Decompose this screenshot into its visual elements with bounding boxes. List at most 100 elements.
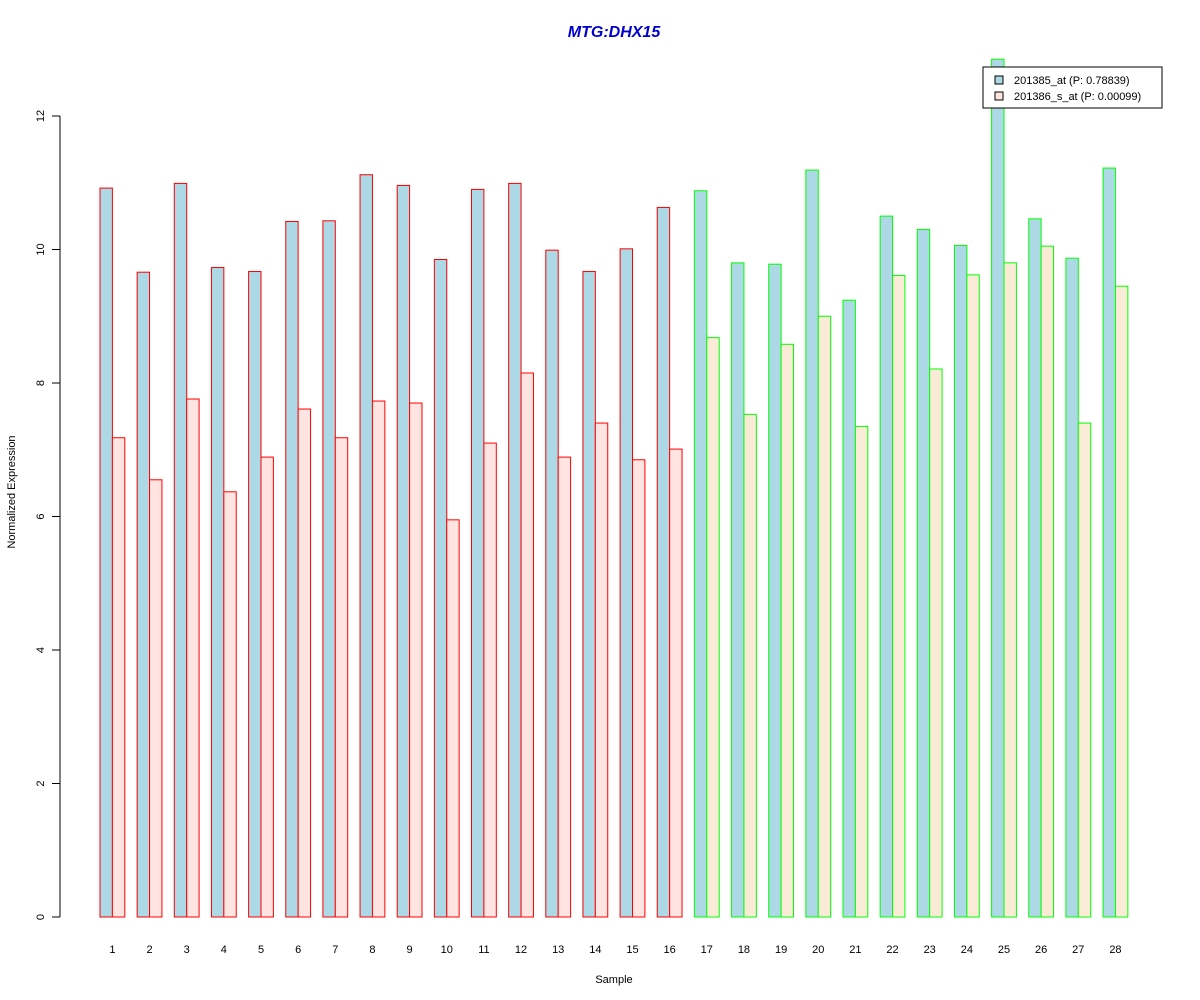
bar-series1 bbox=[471, 188, 485, 918]
bar-series2 bbox=[854, 425, 869, 918]
bar-series1 bbox=[173, 182, 188, 918]
y-tick-label: 10 bbox=[35, 243, 47, 255]
legend-swatch-series2 bbox=[994, 91, 1004, 101]
bar-series1 bbox=[1065, 257, 1079, 918]
y-tick-label: 4 bbox=[35, 647, 47, 653]
x-tick-label: 5 bbox=[258, 944, 264, 956]
legend-box bbox=[982, 66, 1163, 109]
bar-series2 bbox=[817, 315, 832, 918]
x-tick-label: 8 bbox=[369, 944, 375, 956]
x-tick-label: 18 bbox=[738, 944, 750, 956]
y-axis-label: Normalized Expression bbox=[6, 435, 18, 548]
x-tick-label: 22 bbox=[886, 944, 898, 956]
bar-series2 bbox=[1114, 285, 1129, 918]
x-tick-label: 4 bbox=[221, 944, 227, 956]
x-axis-label: Sample bbox=[595, 974, 632, 986]
x-tick-label: 28 bbox=[1109, 944, 1121, 956]
bar-series2 bbox=[780, 343, 794, 918]
x-tick-label: 3 bbox=[184, 944, 190, 956]
bar-series1 bbox=[210, 267, 225, 918]
bar-series1 bbox=[136, 271, 151, 918]
x-tick-label: 1 bbox=[109, 944, 115, 956]
x-tick-label: 19 bbox=[775, 944, 787, 956]
bar-series1 bbox=[1028, 218, 1042, 918]
x-tick-label: 16 bbox=[664, 944, 676, 956]
x-tick-label: 20 bbox=[812, 944, 824, 956]
x-tick-label: 12 bbox=[515, 944, 527, 956]
bar-series2 bbox=[371, 400, 386, 918]
bar-series2 bbox=[483, 442, 497, 918]
bar-series1 bbox=[248, 271, 262, 918]
x-tick-label: 23 bbox=[924, 944, 936, 956]
bar-series1 bbox=[731, 262, 745, 918]
bar-series2 bbox=[929, 368, 943, 918]
x-tick-label: 9 bbox=[407, 944, 413, 956]
bar-series1 bbox=[619, 248, 633, 918]
bar-series1 bbox=[656, 206, 671, 918]
bar-series2 bbox=[186, 398, 200, 918]
legend-label-series2: 201386_s_at (P: 0.00099) bbox=[1014, 91, 1141, 103]
bar-series2 bbox=[966, 274, 980, 918]
y-tick-label: 2 bbox=[35, 780, 47, 786]
bars-group bbox=[99, 58, 1129, 918]
bar-series1 bbox=[879, 215, 894, 918]
bar-series2 bbox=[1077, 422, 1092, 918]
bar-series1 bbox=[582, 271, 596, 918]
bar-series2 bbox=[743, 413, 757, 918]
bar-series1 bbox=[842, 299, 856, 918]
bar-series2 bbox=[409, 402, 423, 918]
bar-series1 bbox=[991, 58, 1005, 918]
bar-series1 bbox=[508, 182, 522, 918]
bar-series2 bbox=[223, 491, 237, 918]
bar-series1 bbox=[99, 187, 113, 918]
bar-series1 bbox=[768, 263, 782, 918]
y-tick-label: 8 bbox=[35, 380, 47, 386]
bar-series1 bbox=[693, 190, 708, 918]
bar-series2 bbox=[111, 437, 126, 918]
bar-series2 bbox=[446, 519, 460, 918]
bar-series1 bbox=[916, 228, 931, 918]
bar-series2 bbox=[260, 456, 274, 918]
bar-series2 bbox=[334, 437, 349, 918]
legend-swatch-series1 bbox=[994, 75, 1004, 85]
y-tick-label: 12 bbox=[35, 110, 47, 122]
bar-series2 bbox=[892, 275, 906, 918]
bar-series1 bbox=[433, 259, 448, 918]
bar-series1 bbox=[359, 174, 373, 918]
bar-series1 bbox=[545, 249, 559, 918]
chart-title: MTG:DHX15 bbox=[568, 24, 662, 41]
bar-series1 bbox=[396, 184, 411, 918]
bar-series2 bbox=[669, 448, 683, 918]
bar-series1 bbox=[285, 220, 299, 918]
x-tick-label: 11 bbox=[478, 944, 489, 956]
x-tick-label: 6 bbox=[295, 944, 301, 956]
x-tick-labels: 1 2 3 4 5 6 7 8 9 10 11 12 13 14 15 16 17 18 19 20 21 22 23 24 2… bbox=[109, 944, 1121, 956]
bar-series1 bbox=[1102, 167, 1116, 918]
x-tick-label: 7 bbox=[332, 944, 338, 956]
bar-series1 bbox=[322, 220, 336, 918]
x-tick-label: 10 bbox=[441, 944, 453, 956]
x-tick-label: 25 bbox=[998, 944, 1010, 956]
legend-label-series1: 201385_at (P: 0.78839) bbox=[1014, 75, 1130, 87]
bar-series2 bbox=[632, 459, 646, 918]
x-tick-label: 27 bbox=[1072, 944, 1084, 956]
bar-series2 bbox=[1040, 245, 1055, 918]
bar-series1 bbox=[805, 169, 819, 918]
x-tick-label: 21 bbox=[849, 944, 861, 956]
bar-series2 bbox=[594, 422, 609, 918]
x-tick-label: 13 bbox=[552, 944, 564, 956]
bar-series2 bbox=[297, 408, 312, 918]
x-tick-label: 2 bbox=[146, 944, 152, 956]
bar-series2 bbox=[149, 479, 163, 918]
x-tick-label: 14 bbox=[589, 944, 601, 956]
y-tick-label: 0 bbox=[35, 914, 47, 920]
bar-series2 bbox=[1003, 262, 1017, 918]
legend: 201385_at (P: 0.78839) 201386_s_at (P: 0… bbox=[982, 66, 1163, 109]
bar-series2 bbox=[706, 337, 720, 918]
y-axis: 0 2 4 6 8 10 12 bbox=[35, 110, 61, 920]
x-tick-label: 26 bbox=[1035, 944, 1047, 956]
x-tick-label: 17 bbox=[701, 944, 713, 956]
x-tick-label: 24 bbox=[961, 944, 973, 956]
bar-series1 bbox=[953, 244, 968, 918]
